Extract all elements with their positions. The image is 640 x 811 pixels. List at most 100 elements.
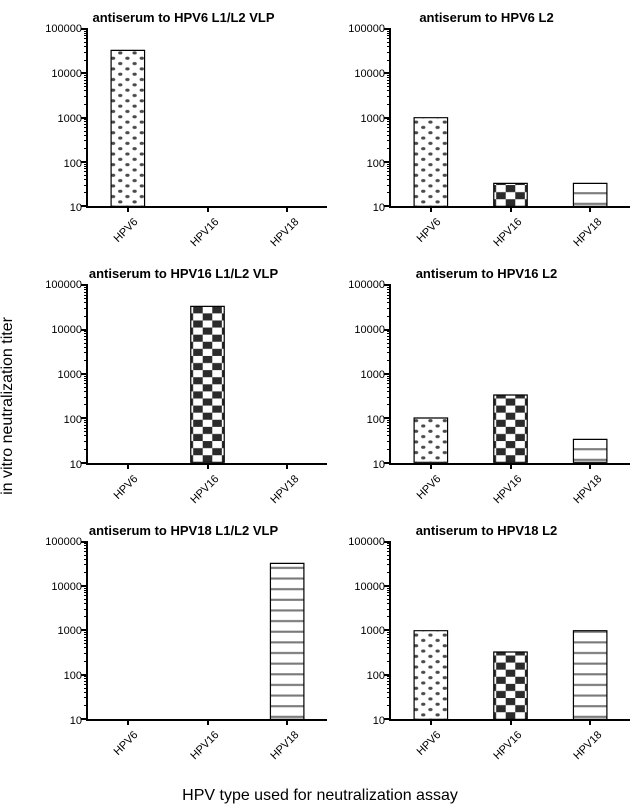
- panel-p_hpv6_l2: antiserum to HPV6 L2 10 100 1000 10000 100000…: [343, 10, 630, 258]
- y-tick-label: 10000: [354, 68, 385, 80]
- x-category-label: HPV6: [112, 729, 141, 758]
- y-major-tick: [384, 718, 391, 720]
- x-category-label: HPV16: [188, 729, 221, 762]
- bars-svg: [391, 285, 630, 462]
- x-category-label: HPV6: [112, 473, 141, 502]
- x-category-label: HPV18: [571, 729, 604, 762]
- plot-wrap: 10100100010000100000: [343, 542, 630, 721]
- bar-hpv18: [270, 563, 303, 719]
- x-category-label: HPV16: [188, 473, 221, 506]
- bar-hpv18: [573, 630, 606, 719]
- x-category-label: HPV16: [491, 473, 524, 506]
- x-category-label: HPV6: [415, 473, 444, 502]
- x-category-label: HPV18: [268, 216, 301, 249]
- bar-hpv6: [111, 50, 144, 206]
- y-tick-label: 10000: [354, 324, 385, 336]
- x-category-label: HPV16: [491, 729, 524, 762]
- y-tick-label: 100000: [45, 279, 82, 291]
- y-axis-title: in vitro neutralization titer: [0, 317, 17, 495]
- y-tick-column: 10100100010000100000: [40, 542, 86, 721]
- x-category-label: HPV6: [415, 216, 444, 245]
- bars-svg: [88, 29, 327, 206]
- y-tick-label: 1000: [58, 113, 82, 125]
- x-category-label: HPV18: [571, 473, 604, 506]
- y-tick-label: 100000: [45, 536, 82, 548]
- y-tick-label: 10000: [51, 324, 82, 336]
- y-tick-label: 100: [367, 158, 385, 170]
- bar-hpv6: [414, 418, 447, 462]
- y-tick-label: 1000: [361, 369, 385, 381]
- y-tick-label: 100: [64, 670, 82, 682]
- panel-p_hpv18_vlp: antiserum to HPV18 L1/L2 VLP 10 100 1000 100…: [40, 523, 327, 771]
- plot-wrap: 10100100010000100000: [343, 29, 630, 208]
- bar-hpv16: [494, 652, 527, 719]
- panel-title: antiserum to HPV6 L1/L2 VLP: [40, 10, 327, 25]
- x-category-row: HPV6 HPV16 HPV18: [86, 721, 327, 771]
- x-category-label: HPV18: [268, 729, 301, 762]
- bars-svg: [391, 29, 630, 206]
- y-tick-column: 10100100010000100000: [40, 29, 86, 208]
- bar-hpv6: [414, 630, 447, 719]
- y-tick-label: 10000: [51, 581, 82, 593]
- bar-hpv18: [573, 440, 606, 463]
- x-category-row: HPV6 HPV16 HPV18: [86, 208, 327, 258]
- panel-grid: antiserum to HPV6 L1/L2 VLP 10 100 1000 1000…: [40, 10, 630, 771]
- bars-svg: [391, 542, 630, 719]
- plot-wrap: 10100100010000100000: [343, 285, 630, 464]
- y-tick-label: 1000: [58, 369, 82, 381]
- bar-hpv6: [414, 118, 447, 207]
- plot-area: [86, 29, 327, 208]
- y-tick-label: 10: [70, 715, 82, 727]
- y-tick-column: 10100100010000100000: [343, 29, 389, 208]
- plot-area: [86, 285, 327, 464]
- x-category-label: HPV16: [491, 216, 524, 249]
- x-category-row: HPV6HPV16HPV18: [389, 721, 630, 771]
- bar-hpv16: [191, 307, 224, 463]
- panel-p_hpv18_l2: antiserum to HPV18 L2 10 100 1000 10000 10000…: [343, 523, 630, 771]
- x-category-label: HPV18: [571, 216, 604, 249]
- y-tick-label: 1000: [361, 113, 385, 125]
- y-tick-label: 100000: [348, 279, 385, 291]
- y-tick-label: 10000: [51, 68, 82, 80]
- x-category-label: HPV6: [112, 216, 141, 245]
- x-category-row: HPV6 HPV16 HPV18: [389, 465, 630, 515]
- bars-svg: [88, 285, 327, 462]
- x-axis-title: HPV type used for neutralization assay: [182, 787, 458, 805]
- panel-title: antiserum to HPV18 L1/L2 VLP: [40, 523, 327, 538]
- y-tick-column: 10100100010000100000: [40, 285, 86, 464]
- y-major-tick: [81, 718, 88, 720]
- y-tick-label: 10: [373, 202, 385, 214]
- y-tick-label: 100000: [348, 536, 385, 548]
- y-tick-label: 10000: [354, 581, 385, 593]
- y-tick-label: 10: [373, 715, 385, 727]
- y-major-tick: [384, 205, 391, 207]
- x-category-row: HPV6 HPV16 HPV18: [389, 208, 630, 258]
- y-tick-label: 100000: [348, 23, 385, 35]
- panel-title: antiserum to HPV16 L2: [343, 266, 630, 281]
- y-tick-label: 100: [367, 670, 385, 682]
- y-tick-label: 10: [70, 459, 82, 471]
- plot-wrap: 10100100010000100000: [40, 29, 327, 208]
- x-category-label: HPV18: [268, 473, 301, 506]
- panel-title: antiserum to HPV18 L2: [343, 523, 630, 538]
- plot-wrap: 10100100010000100000: [40, 285, 327, 464]
- plot-wrap: 10100100010000100000: [40, 542, 327, 721]
- x-category-label: HPV16: [188, 216, 221, 249]
- y-tick-label: 100: [64, 414, 82, 426]
- y-tick-label: 1000: [58, 625, 82, 637]
- plot-area: [86, 542, 327, 721]
- bar-hpv16: [494, 395, 527, 462]
- panel-p_hpv6_vlp: antiserum to HPV6 L1/L2 VLP 10 100 1000 1000…: [40, 10, 327, 258]
- bar-hpv18: [573, 183, 606, 206]
- plot-area: [389, 285, 630, 464]
- panel-p_hpv16_vlp: antiserum to HPV16 L1/L2 VLP 10 100 1000 100…: [40, 266, 327, 514]
- y-tick-label: 10: [70, 202, 82, 214]
- x-category-row: HPV6 HPV16 HPV18: [86, 465, 327, 515]
- y-tick-label: 100: [64, 158, 82, 170]
- y-tick-column: 10100100010000100000: [343, 542, 389, 721]
- y-tick-label: 100000: [45, 23, 82, 35]
- y-tick-label: 1000: [361, 625, 385, 637]
- plot-area: [389, 29, 630, 208]
- panel-title: antiserum to HPV16 L1/L2 VLP: [40, 266, 327, 281]
- panel-title: antiserum to HPV6 L2: [343, 10, 630, 25]
